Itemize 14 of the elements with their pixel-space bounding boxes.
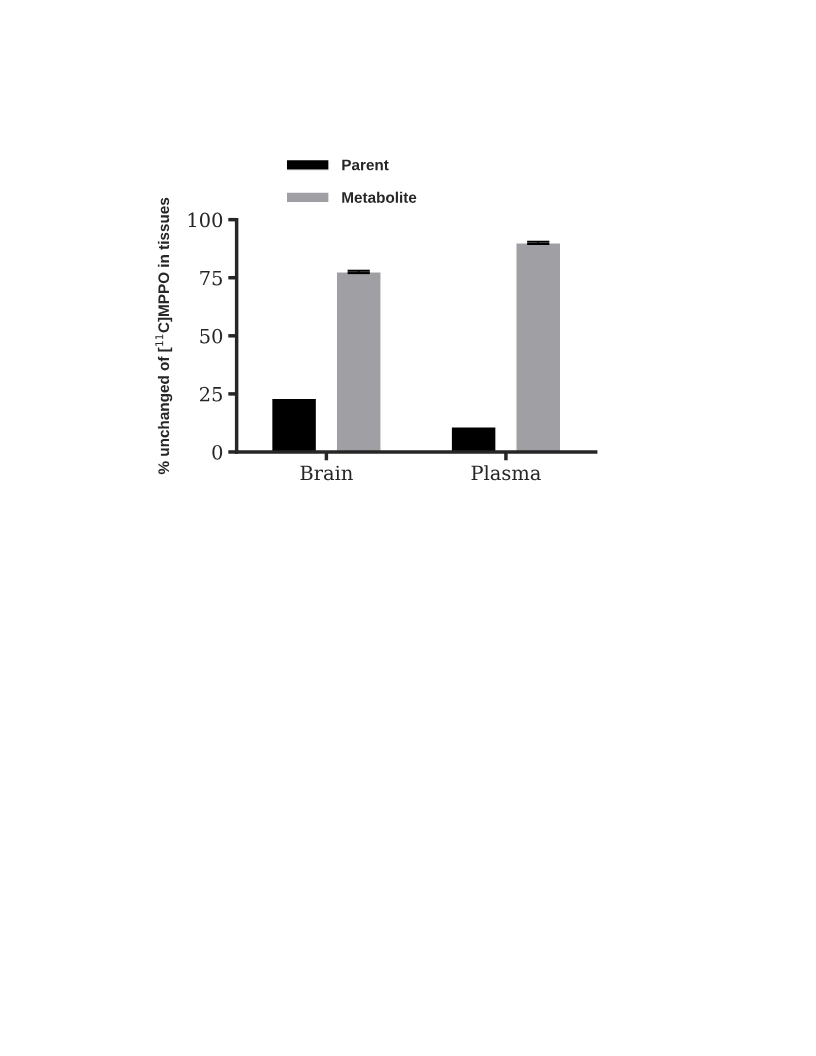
y-tick-label: 100	[188, 212, 223, 228]
y-tick-label: 75	[200, 270, 222, 286]
bar	[450, 426, 497, 452]
x-tick-label: Brain	[300, 465, 353, 481]
y-axis-title: % unchanged of [$^{11}$C]MPPO in tissues	[155, 197, 173, 475]
legend-label: Metabolite	[342, 191, 417, 203]
y-tick-label: 25	[200, 386, 222, 402]
bar	[270, 397, 318, 452]
legend-label: Parent	[342, 159, 389, 171]
y-tick-label: 0	[212, 444, 223, 460]
bar	[515, 242, 562, 452]
x-tick-label: Plasma	[471, 465, 541, 481]
bar	[335, 271, 382, 452]
y-tick-label: 50	[200, 328, 223, 344]
